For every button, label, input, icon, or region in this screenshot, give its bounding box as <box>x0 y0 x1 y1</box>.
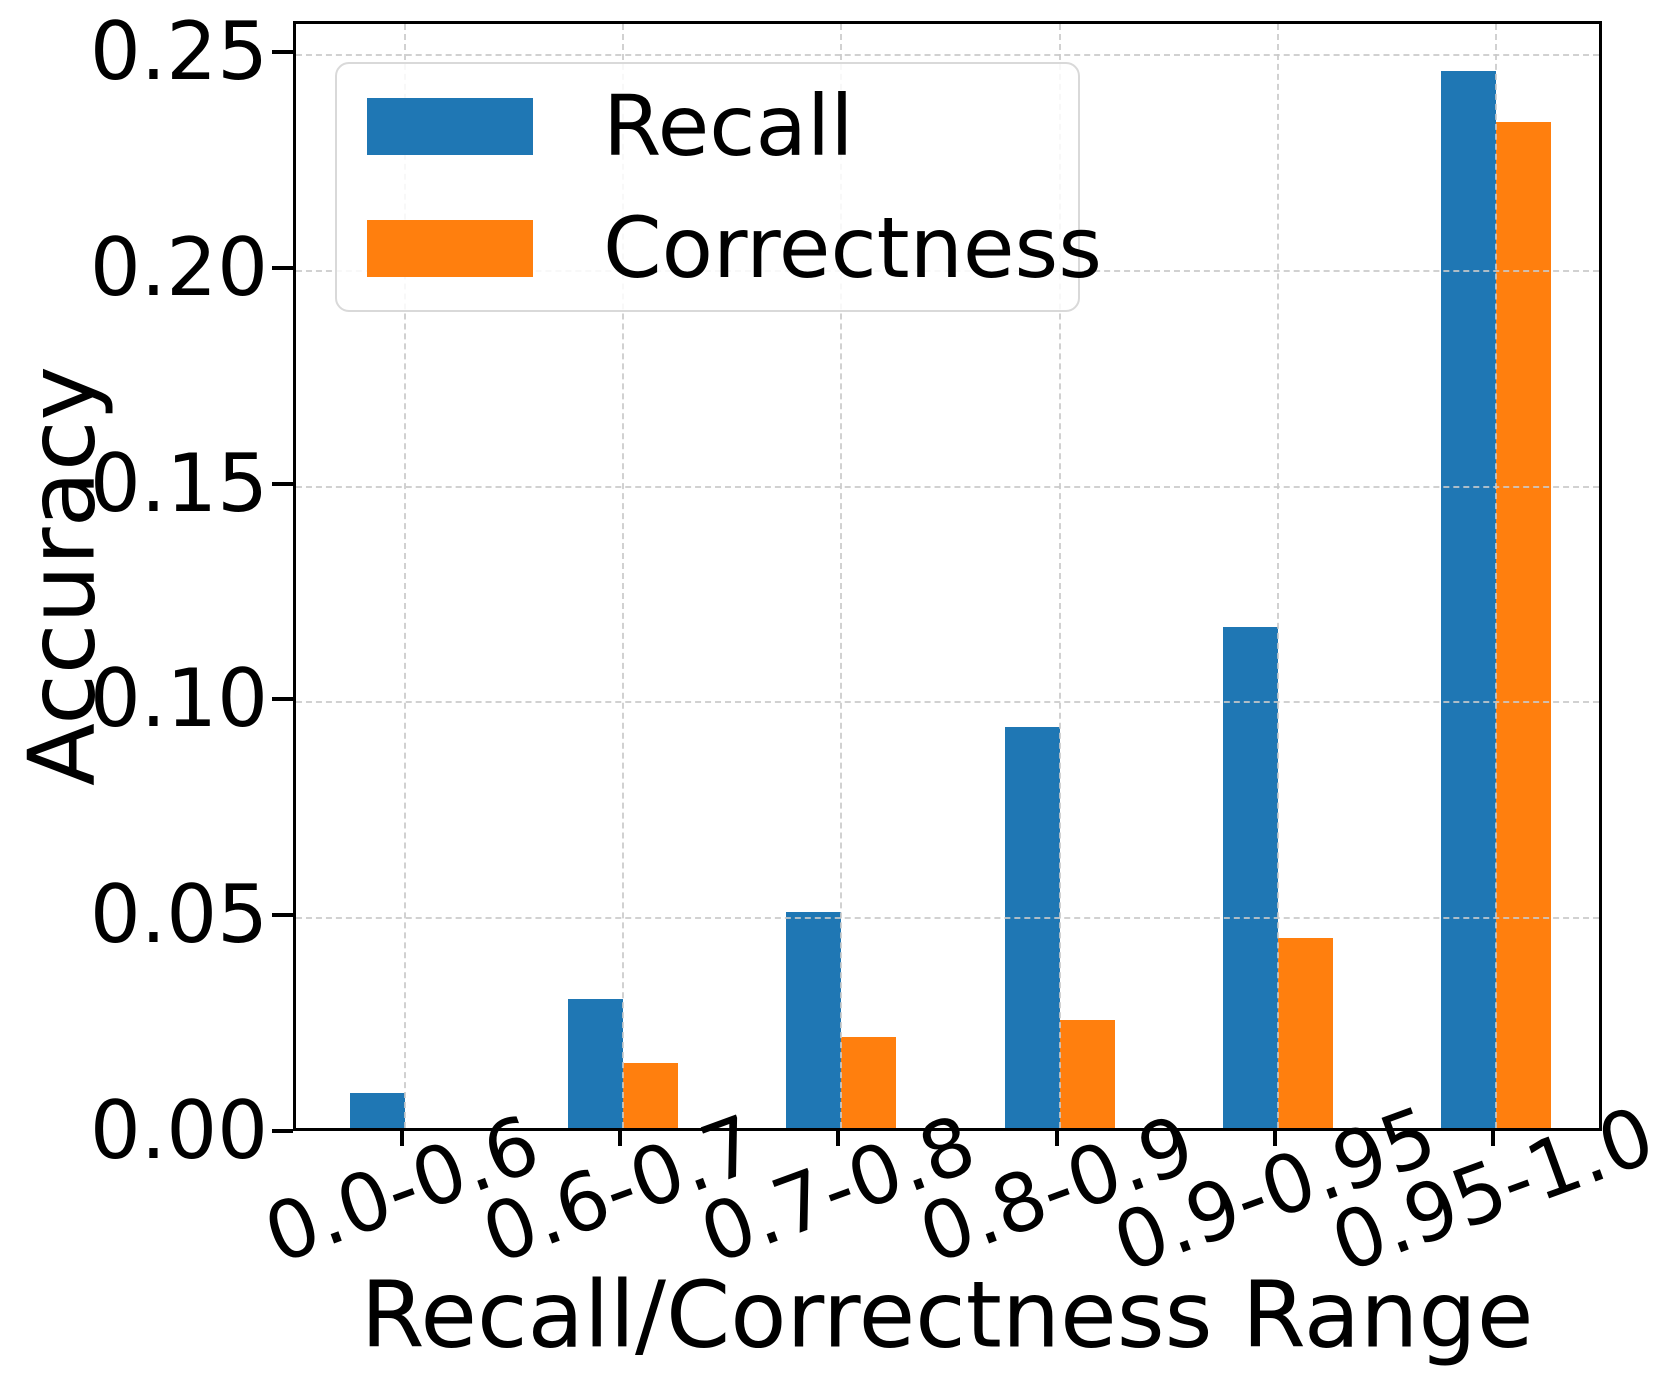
x-tick-mark <box>1490 1131 1495 1146</box>
legend: Recall Correctness <box>335 62 1102 312</box>
bar-recall-3 <box>1004 726 1060 1128</box>
y-tick-mark <box>272 697 293 702</box>
bar-recall-2 <box>786 912 842 1128</box>
bar-recall-4 <box>1222 627 1278 1128</box>
v-gridline <box>1276 24 1279 1128</box>
bar-recall-1 <box>568 998 624 1128</box>
legend-swatch-1 <box>367 219 533 277</box>
bar-correctness-5 <box>1495 122 1551 1128</box>
legend-swatch-0 <box>367 97 533 155</box>
y-tick-mark <box>272 50 293 55</box>
y-tick-mark <box>272 265 293 270</box>
v-gridline <box>1058 24 1061 1128</box>
y-tick-mark <box>272 913 293 918</box>
y-tick-label: 0.10 <box>89 652 268 746</box>
x-tick-mark <box>836 1131 841 1146</box>
h-gridline <box>296 54 1599 57</box>
y-tick-label: 0.00 <box>89 1084 268 1177</box>
bar-recall-0 <box>350 1093 406 1128</box>
v-gridline <box>622 24 625 1128</box>
h-gridline <box>296 701 1599 704</box>
h-gridline <box>296 917 1599 920</box>
bar-correctness-1 <box>623 1063 679 1128</box>
x-tick-mark <box>400 1131 405 1146</box>
y-tick-label: 0.25 <box>89 5 268 99</box>
y-tick-label: 0.15 <box>89 436 268 530</box>
x-tick-mark <box>1054 1131 1059 1146</box>
v-gridline <box>840 24 843 1128</box>
legend-label-recall: Recall <box>603 77 854 175</box>
y-tick-label: 0.05 <box>89 868 268 962</box>
legend-entry-correctness: Correctness <box>367 206 1102 290</box>
y-tick-mark <box>272 481 293 486</box>
v-gridline <box>404 24 407 1128</box>
bar-correctness-4 <box>1277 938 1333 1128</box>
legend-entry-recall: Recall <box>367 84 1078 168</box>
legend-label-correctness: Correctness <box>603 199 1103 297</box>
y-tick-mark <box>272 1129 293 1133</box>
x-tick-mark <box>618 1131 623 1146</box>
y-tick-label: 0.20 <box>89 220 268 314</box>
bar-recall-5 <box>1440 70 1496 1128</box>
v-gridline <box>1494 24 1497 1128</box>
x-tick-mark <box>1272 1131 1277 1146</box>
x-axis-label: Recall/Correctness Range <box>360 1261 1534 1369</box>
h-gridline <box>296 485 1599 488</box>
bar-correctness-2 <box>841 1037 897 1128</box>
bar-correctness-3 <box>1059 1020 1115 1128</box>
